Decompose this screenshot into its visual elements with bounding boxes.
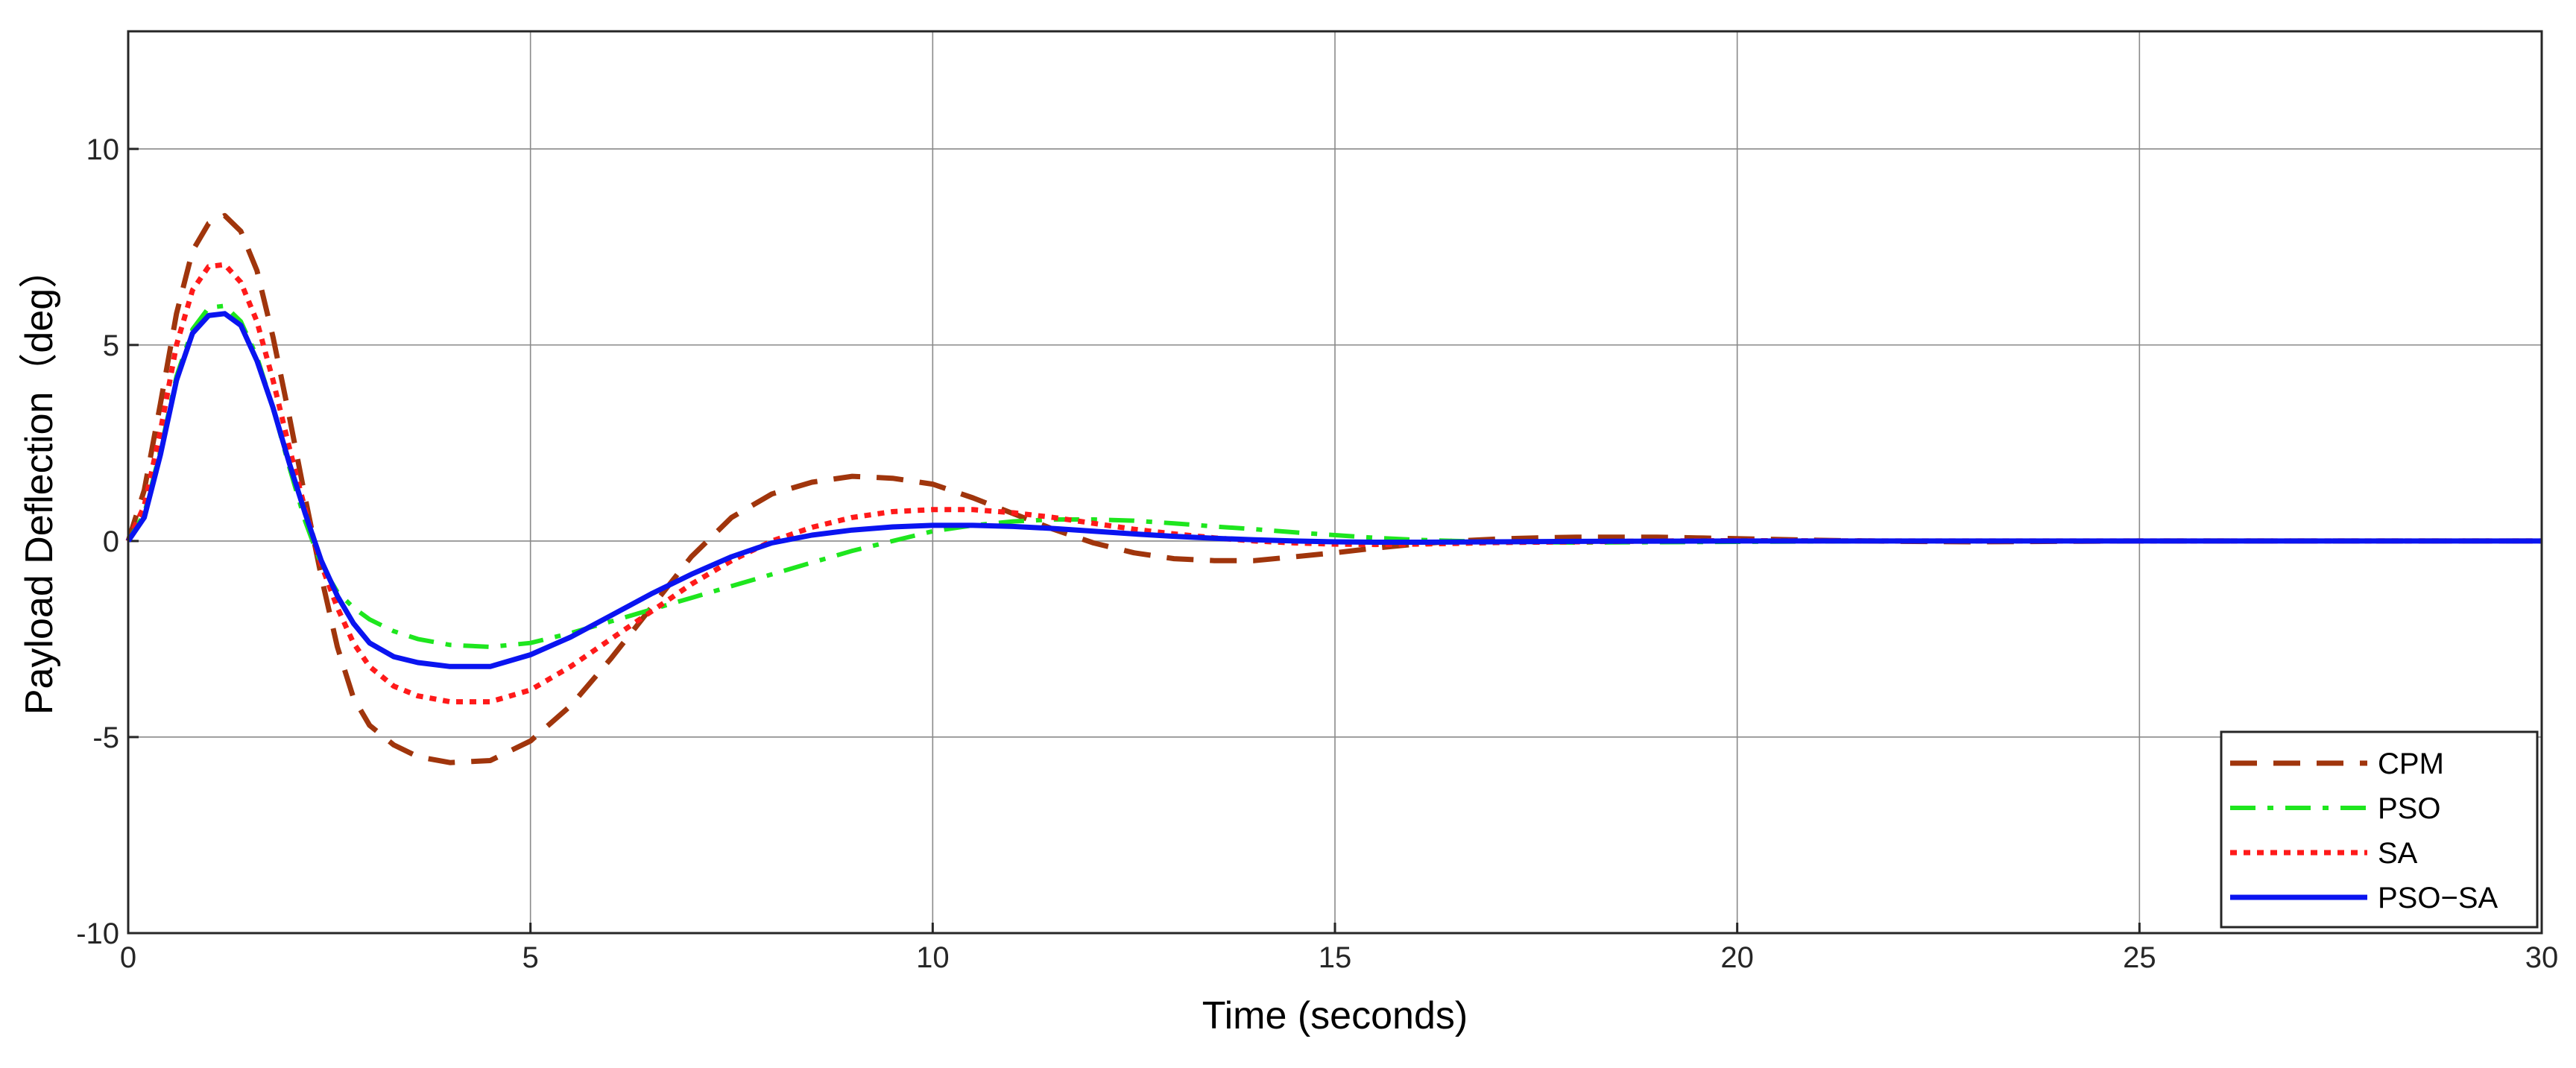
legend-label: CPM bbox=[2378, 748, 2444, 780]
legend-label: PSO bbox=[2378, 792, 2440, 825]
tick-labels: 0 5 10 15 20 25 30 -10 -5 0 5 10 bbox=[76, 133, 2558, 974]
legend-label: SA bbox=[2378, 837, 2418, 870]
y-axis-label: Payload Deflection（deg） bbox=[18, 250, 61, 715]
y-tick-label: -10 bbox=[76, 917, 119, 950]
y-tick-label: 5 bbox=[103, 329, 119, 362]
x-tick-label: 25 bbox=[2123, 941, 2156, 974]
y-tick-label: -5 bbox=[92, 721, 119, 754]
x-axis-label: Time (seconds) bbox=[1202, 994, 1468, 1037]
x-tick-label: 0 bbox=[120, 941, 136, 974]
series-line-pso-sa bbox=[126, 311, 2542, 669]
y-tick-label: 0 bbox=[103, 525, 119, 558]
plot-border bbox=[127, 30, 2543, 935]
x-tick-label: 5 bbox=[523, 941, 539, 974]
x-tick-label: 20 bbox=[1720, 941, 1754, 974]
x-tick-label: 30 bbox=[2525, 941, 2559, 974]
y-tick-label: 10 bbox=[86, 133, 120, 166]
x-tick-label: 15 bbox=[1319, 941, 1352, 974]
x-tick-label: 10 bbox=[916, 941, 950, 974]
series-lines bbox=[125, 212, 2542, 765]
legend-label: PSO−SA bbox=[2378, 882, 2498, 914]
legend: CPM PSO SA PSO−SA bbox=[2220, 730, 2539, 929]
